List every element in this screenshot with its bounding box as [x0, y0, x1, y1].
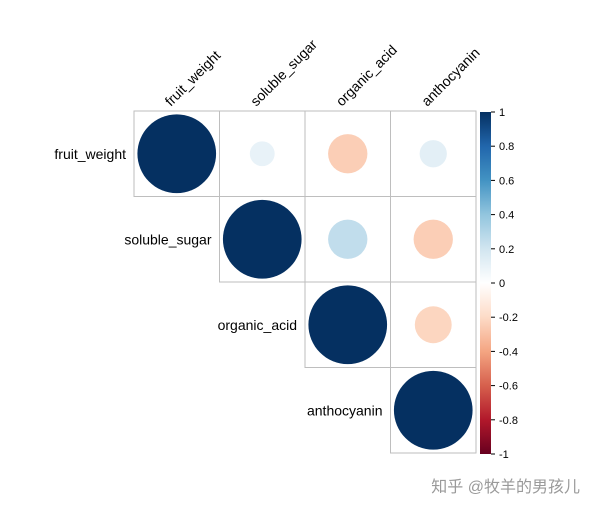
col-label-anthocyanin: anthocyanin — [418, 44, 483, 109]
colorbar-gradient — [480, 112, 491, 454]
col-label-fruit_weight: fruit_weight — [162, 47, 224, 109]
colorbar: 1 0.8 0.6 0.4 0.2 0 -0.2 -0.4 -0.6 -0.8 -1 — [480, 107, 518, 461]
corr-circle-soluble_sugar-soluble_sugar — [222, 199, 302, 279]
corr-circle-fruit_weight-anthocyanin — [419, 140, 447, 168]
colorbar-tick-label: -0.2 — [499, 312, 518, 324]
colorbar-tick-label: 0.8 — [499, 141, 514, 153]
corr-circle-organic_acid-organic_acid — [308, 285, 388, 365]
row-label-organic_acid: organic_acid — [218, 317, 297, 333]
corr-circle-soluble_sugar-organic_acid — [328, 219, 368, 259]
col-label-soluble_sugar: soluble_sugar — [247, 36, 320, 109]
grid-cell-anthocyanin-anthocyanin — [390, 367, 477, 454]
colorbar-tick-label: 1 — [499, 107, 505, 119]
row-label-anthocyanin: anthocyanin — [307, 402, 383, 418]
corr-circle-fruit_weight-fruit_weight — [137, 114, 217, 194]
corr-circle-fruit_weight-soluble_sugar — [249, 141, 275, 167]
corr-circle-organic_acid-anthocyanin — [414, 306, 452, 344]
colorbar-tick-label: -0.8 — [499, 415, 518, 427]
row-label-fruit_weight: fruit_weight — [54, 146, 126, 162]
colorbar-tick-label: 0 — [499, 278, 505, 290]
colorbar-tick-label: 0.6 — [499, 175, 514, 187]
colorbar-tick-label: 0.4 — [499, 210, 514, 222]
colorbar-tick-label: 0.2 — [499, 244, 514, 256]
circle-layer — [137, 114, 473, 450]
colorbar-tick-label: -0.4 — [499, 346, 518, 358]
corr-circle-soluble_sugar-anthocyanin — [413, 219, 453, 259]
corr-circle-fruit_weight-organic_acid — [328, 134, 368, 174]
colorbar-tick-label: -0.6 — [499, 381, 518, 393]
grid-layer — [133, 110, 477, 454]
colorbar-tick-label: -1 — [499, 449, 509, 461]
row-label-soluble_sugar: soluble_sugar — [124, 231, 212, 247]
col-label-organic_acid: organic_acid — [333, 42, 400, 109]
corr-circle-anthocyanin-anthocyanin — [393, 370, 473, 450]
watermark: 知乎 @牧羊的男孩儿 — [431, 478, 580, 496]
